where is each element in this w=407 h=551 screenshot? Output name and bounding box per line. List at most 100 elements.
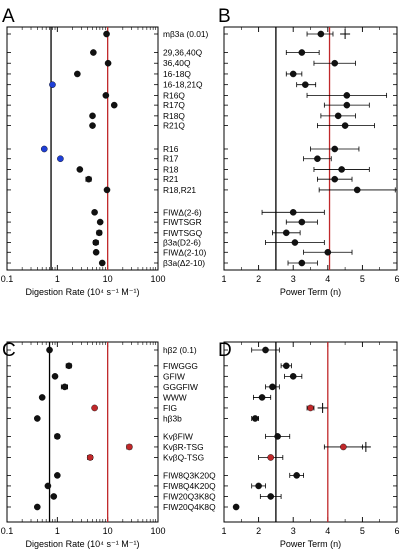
- x-tick-label-b: 5: [360, 274, 365, 284]
- category-label-a: R16Q: [163, 90, 185, 100]
- category-label-a: FIWTSGQ: [163, 228, 203, 238]
- x-tick-label-c: 10: [103, 526, 113, 536]
- category-label-a: 16-18Q: [163, 69, 191, 79]
- category-label-a: mβ3a (0.01): [163, 29, 209, 39]
- data-point-d: [251, 415, 259, 422]
- data-point-b: [341, 122, 349, 129]
- data-point-c: [44, 482, 52, 490]
- data-point-b: [317, 30, 325, 38]
- data-point-c: [126, 443, 133, 451]
- data-point-a: [96, 218, 104, 226]
- x-tick-label-d: 5: [360, 526, 365, 536]
- data-point-c: [54, 433, 61, 440]
- data-point-b: [353, 186, 361, 194]
- data-point-b: [298, 259, 306, 267]
- data-point-d: [269, 383, 276, 391]
- category-label-a: R18: [163, 164, 179, 174]
- category-label-a: R21Q: [163, 121, 185, 131]
- data-point-b: [314, 155, 321, 163]
- data-point-b: [334, 112, 342, 120]
- x-tick-label-b: 6: [394, 274, 399, 284]
- data-point-a: [102, 92, 110, 99]
- data-point-a: [40, 145, 48, 153]
- data-point-b: [289, 70, 297, 78]
- data-point-c: [34, 415, 41, 422]
- x-tick-label-c: 100: [150, 526, 165, 536]
- data-point-a: [90, 49, 97, 56]
- plot-frame-d: [223, 341, 398, 523]
- data-point-b: [289, 209, 297, 216]
- x-tick-label-d: 4: [325, 526, 330, 536]
- category-label-c: KvβR-TSG: [163, 442, 204, 452]
- data-point-b: [302, 81, 309, 88]
- data-point-d: [267, 493, 275, 500]
- category-label-a: β3a(Δ2-10): [163, 258, 205, 268]
- data-point-d: [307, 404, 314, 412]
- panel-label-d: D: [218, 340, 232, 361]
- data-point-b: [343, 92, 351, 99]
- x-axis-label-c: Digestion Rate (10⁴ s⁻¹ M⁻¹): [26, 539, 140, 549]
- data-point-d: [267, 454, 275, 461]
- data-point-c: [50, 493, 58, 500]
- category-label-c: GGGFIW: [163, 382, 198, 392]
- category-label-c: GFIW: [163, 371, 185, 381]
- data-point-b: [324, 248, 332, 256]
- data-point-b: [331, 175, 339, 183]
- panel-label-a: A: [2, 6, 15, 27]
- data-point-b: [298, 218, 306, 226]
- x-tick-label-d: 3: [291, 526, 296, 536]
- data-point-d: [340, 443, 347, 451]
- data-point-d: [262, 346, 269, 354]
- x-axis-label-a: Digestion Rate (10⁴ s⁻¹ M⁻¹): [26, 287, 140, 297]
- data-point-a: [85, 175, 93, 183]
- data-point-a: [89, 112, 96, 120]
- data-point-b: [331, 145, 339, 153]
- data-point-c: [65, 362, 73, 370]
- category-label-a: FIWTSGR: [163, 217, 202, 227]
- category-label-a: R18,R21: [163, 185, 196, 195]
- category-label-c: FIW20Q4K8Q: [163, 502, 216, 512]
- category-label-c: KvβQ-TSG: [163, 452, 204, 462]
- data-point-d: [274, 433, 281, 440]
- category-label-c: FIW8Q3K20Q: [163, 470, 216, 480]
- data-point-d: [282, 362, 290, 370]
- category-label-a: 36,40Q: [163, 58, 191, 68]
- x-tick-label-a: 10: [103, 274, 113, 284]
- x-axis-label-b: Power Term (n): [280, 287, 341, 297]
- data-point-b: [331, 59, 339, 67]
- data-point-a: [91, 209, 98, 216]
- category-label-a: FIWΔ(2-10): [163, 247, 206, 257]
- category-label-a: β3a(D2-6): [163, 238, 201, 248]
- data-point-d: [255, 482, 262, 490]
- x-tick-label-c: 1: [55, 526, 60, 536]
- plot-frame-a: [6, 26, 159, 271]
- x-tick-label-a: 0.1: [1, 274, 14, 284]
- category-label-a: R16: [163, 144, 179, 154]
- data-point-a: [110, 101, 118, 109]
- data-point-a: [104, 59, 112, 67]
- data-point-b: [282, 229, 290, 237]
- category-label-c: WWW: [163, 392, 187, 402]
- category-label-a: 29,36,40Q: [163, 48, 203, 58]
- category-label-a: R17: [163, 154, 179, 164]
- x-tick-label-d: 1: [221, 526, 226, 536]
- category-label-c: FIWGGG: [163, 361, 198, 371]
- data-point-a: [74, 70, 81, 78]
- data-point-a: [103, 30, 110, 38]
- data-point-a: [89, 122, 96, 129]
- panel-b: 1 2 3 4 5 6 Power Term (n): [221, 26, 400, 297]
- panel-c: 0.1 1 10 100 Digestion Rate (10⁴ s⁻¹ M⁻¹) hβ2…: [1, 341, 216, 549]
- data-point-b: [338, 166, 345, 173]
- x-tick-label-b: 4: [325, 274, 330, 284]
- panel-label-c: C: [2, 340, 16, 361]
- data-point-a: [95, 229, 103, 237]
- data-point-a: [98, 259, 106, 267]
- data-point-b: [343, 101, 351, 109]
- data-point-c: [54, 472, 61, 479]
- data-point-d: [232, 503, 240, 511]
- x-tick-label-a: 100: [150, 274, 165, 284]
- x-tick-label-b: 2: [256, 274, 261, 284]
- x-tick-label-b: 3: [291, 274, 296, 284]
